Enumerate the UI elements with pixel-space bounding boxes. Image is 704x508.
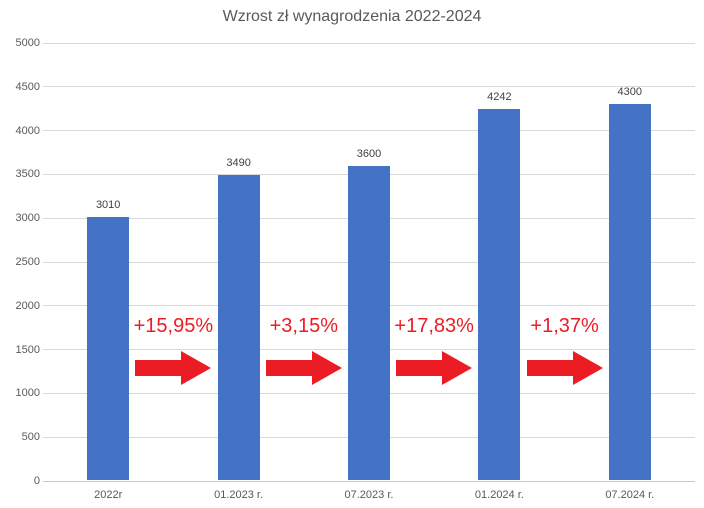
y-axis-tick-label: 1500 <box>15 343 40 356</box>
x-axis-tick-label: 01.2024 r. <box>474 489 524 501</box>
y-axis-tick-label: 2000 <box>15 299 40 312</box>
x-axis-tick-label: 2022r <box>94 489 123 501</box>
x-axis-tick-label: 01.2023 r. <box>214 489 264 501</box>
y-axis-tick-label: 500 <box>21 431 40 444</box>
x-axis-tick-label: 07.2023 r. <box>344 489 394 501</box>
gridline <box>43 42 695 44</box>
growth-percentage-label: +1,37% <box>530 315 599 337</box>
y-axis-tick-label: 5000 <box>15 37 40 49</box>
growth-percentage-label: +15,95% <box>133 315 214 337</box>
y-axis-tick-label: 4000 <box>15 124 40 137</box>
growth-percentage-label: +17,83% <box>394 315 474 337</box>
bar <box>348 165 390 480</box>
bar <box>478 109 521 480</box>
bar-value-label: 4300 <box>617 86 643 99</box>
x-axis-line <box>43 480 695 482</box>
y-axis-tick-label: 3500 <box>15 168 40 181</box>
gridline <box>43 86 695 88</box>
bar-value-label: 3490 <box>226 157 251 170</box>
y-axis-tick-label: 0 <box>33 475 40 487</box>
y-axis-tick-label: 4500 <box>15 80 40 93</box>
chart-title: Wzrost zł wynagrodzenia 2022-2024 <box>222 8 482 25</box>
bar <box>608 104 651 480</box>
bar-value-label: 4242 <box>487 91 512 104</box>
bar-value-label: 3010 <box>95 199 121 212</box>
x-axis-tick-label: 07.2024 r. <box>605 489 655 501</box>
gridline <box>43 130 695 132</box>
y-axis-tick-label: 3000 <box>15 212 40 225</box>
bar <box>87 217 130 480</box>
y-axis-tick-label: 2500 <box>15 256 40 268</box>
bar <box>217 175 260 480</box>
bar-value-label: 3600 <box>356 147 382 160</box>
y-axis-tick-label: 1000 <box>15 387 40 400</box>
right-arrow-icon <box>265 351 342 385</box>
right-arrow-icon <box>526 351 603 385</box>
right-arrow-icon <box>396 351 473 385</box>
growth-percentage-label: +3,15% <box>269 315 338 337</box>
right-arrow-icon <box>135 351 212 385</box>
